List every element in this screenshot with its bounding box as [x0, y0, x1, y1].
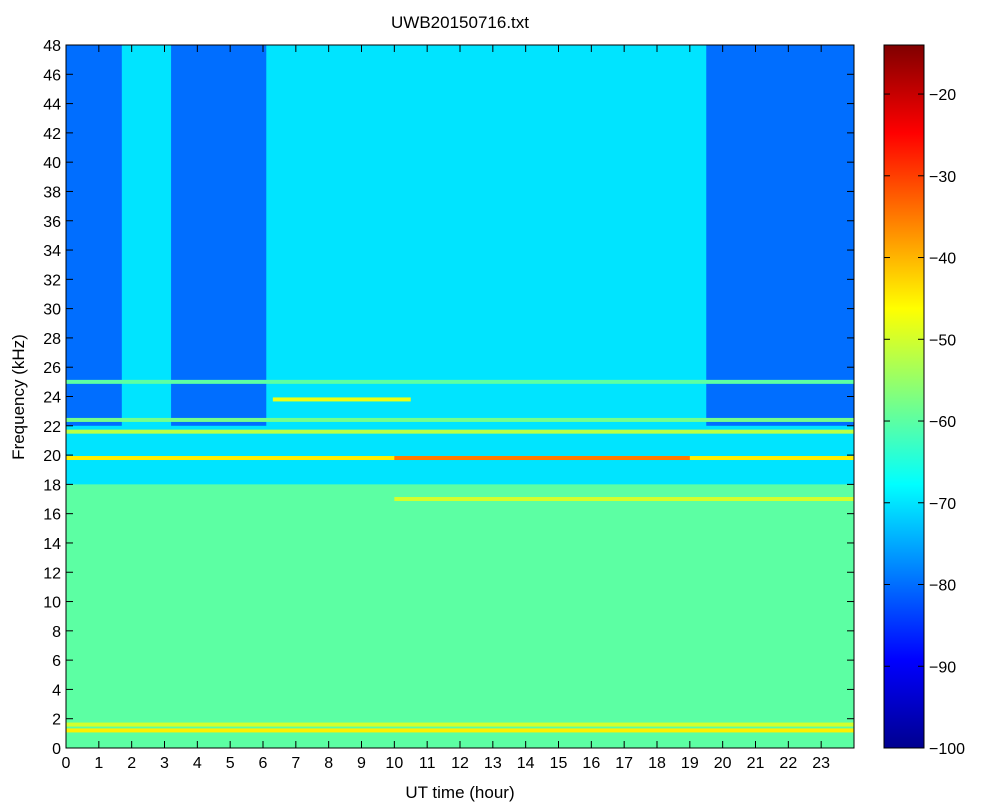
heatmap-emission-line: [66, 429, 854, 434]
x-tick-label: 20: [714, 755, 732, 772]
x-tick-label: 7: [291, 755, 300, 772]
y-tick-label: 4: [52, 682, 61, 699]
x-tick-label: 22: [779, 755, 797, 772]
y-tick-label: 28: [43, 331, 61, 348]
colorbar: −100 −90 −80 −70 −60 −50 −40 −30 −20: [883, 44, 965, 758]
y-tick-label: 20: [43, 448, 61, 465]
colorbar-tick-label: −70: [929, 496, 956, 513]
y-tick-label: 40: [43, 155, 61, 172]
x-tick-label: 8: [324, 755, 333, 772]
x-tick-label: 3: [160, 755, 169, 772]
y-axis: 0246810121416182022242628303234363840424…: [43, 38, 854, 758]
heatmap-emission-line: [66, 379, 854, 384]
x-tick-label: 12: [451, 755, 469, 772]
y-axis-label: Frequency (kHz): [9, 334, 28, 460]
heatmap-emission-line: [66, 722, 854, 727]
x-tick-label: 2: [127, 755, 136, 772]
x-tick-label: 23: [812, 755, 830, 772]
colorbar-tick-label: −90: [929, 659, 956, 676]
x-tick-label: 5: [226, 755, 235, 772]
x-axis-label: UT time (hour): [405, 783, 514, 802]
colorbar-tick-label: −30: [929, 169, 956, 186]
y-tick-label: 2: [52, 712, 61, 729]
y-tick-label: 12: [43, 565, 61, 582]
x-tick-label: 1: [94, 755, 103, 772]
y-tick-label: 22: [43, 419, 61, 436]
x-tick-label: 15: [550, 755, 568, 772]
x-tick-label: 10: [385, 755, 403, 772]
y-tick-label: 26: [43, 360, 61, 377]
y-tick-label: 24: [43, 390, 61, 407]
x-tick-label: 19: [681, 755, 699, 772]
colorbar-tick-label: −80: [929, 578, 956, 595]
heatmap-quiet-period: [171, 45, 267, 426]
y-tick-label: 6: [52, 653, 61, 670]
y-tick-label: 14: [43, 536, 61, 553]
y-tick-label: 46: [43, 67, 61, 84]
y-tick-label: 18: [43, 477, 61, 494]
chart-title: UWB20150716.txt: [391, 13, 529, 32]
y-tick-label: 30: [43, 302, 61, 319]
y-tick-label: 42: [43, 126, 61, 143]
y-tick-label: 32: [43, 272, 61, 289]
heatmap-low-frequency-band: [66, 484, 854, 748]
y-tick-label: 10: [43, 595, 61, 612]
x-tick-label: 11: [419, 755, 436, 772]
heatmap-quiet-period: [66, 45, 122, 426]
x-tick-label: 14: [517, 755, 535, 772]
x-tick-label: 17: [615, 755, 633, 772]
colorbar-tick-label: −40: [929, 251, 956, 268]
heatmap-emission-line: [66, 728, 854, 733]
x-tick-label: 13: [484, 755, 502, 772]
colorbar-tick-label: −60: [929, 414, 956, 431]
y-tick-label: 38: [43, 184, 61, 201]
heatmap-emission-line: [394, 456, 690, 461]
x-tick-label: 0: [62, 755, 71, 772]
x-tick-label: 6: [259, 755, 268, 772]
colorbar-frame: [883, 44, 925, 749]
x-tick-label: 4: [193, 755, 202, 772]
x-tick-label: 18: [648, 755, 666, 772]
colorbar-tick-label: −100: [929, 741, 965, 758]
heatmap-emission-line: [66, 417, 854, 422]
colorbar-tick-label: −50: [929, 332, 956, 349]
heatmap-quiet-period: [706, 45, 854, 426]
y-tick-label: 48: [43, 38, 61, 55]
y-tick-label: 16: [43, 507, 61, 524]
x-axis: 0 1 2 3 4 5 6 7 8 9 10 11 12 13 14 15 16 17 18 19 20 21 22 23: [62, 45, 830, 772]
y-tick-label: 0: [52, 741, 61, 758]
y-tick-label: 36: [43, 214, 61, 231]
y-tick-label: 34: [43, 243, 61, 260]
heatmap-emission-line: [394, 497, 854, 502]
y-tick-label: 44: [43, 97, 61, 114]
colorbar-gradient: [884, 45, 924, 748]
spectrogram-heatmap: [66, 45, 854, 748]
heatmap-emission-line: [272, 397, 411, 402]
x-tick-label: 21: [747, 755, 765, 772]
colorbar-tick-label: −20: [929, 87, 956, 104]
x-tick-label: 9: [357, 755, 366, 772]
y-tick-label: 8: [52, 624, 61, 641]
x-tick-label: 16: [582, 755, 600, 772]
